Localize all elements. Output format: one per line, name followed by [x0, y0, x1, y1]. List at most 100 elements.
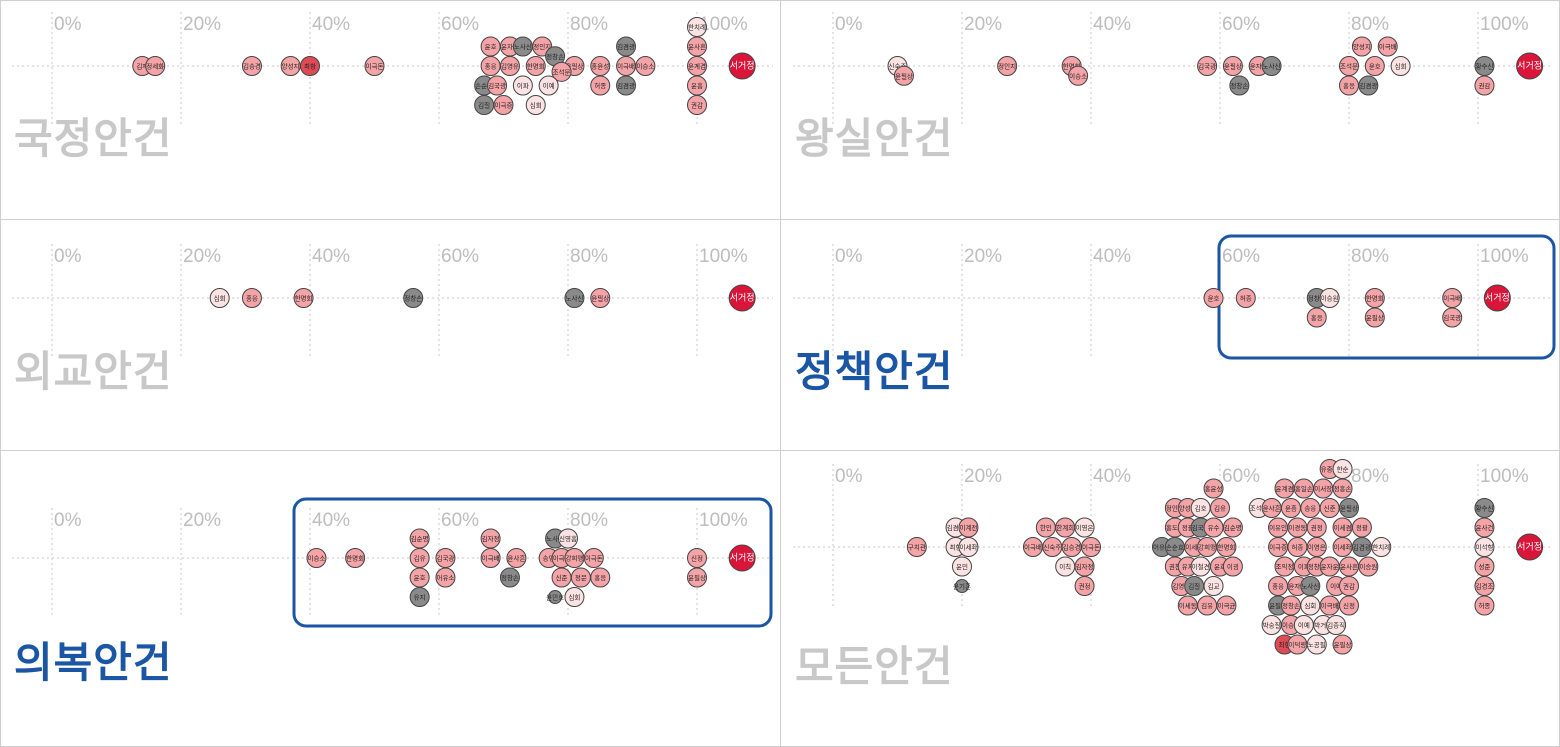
data-point[interactable]: 허종: [590, 75, 611, 96]
data-point[interactable]: 유수: [1203, 517, 1224, 538]
data-point[interactable]: 황수신: [1474, 56, 1495, 76]
data-point[interactable]: 홍응: [480, 56, 501, 76]
data-point[interactable]: 권감: [1474, 75, 1495, 96]
data-point[interactable]: 이덕량: [1287, 634, 1308, 655]
data-point[interactable]: 이극돈: [583, 548, 604, 568]
data-point[interactable]: 서거정: [728, 52, 756, 80]
data-point[interactable]: 이극증: [1268, 537, 1289, 557]
data-point[interactable]: 윤계겸: [1274, 478, 1295, 499]
data-point[interactable]: 김승경: [1061, 537, 1082, 557]
data-point[interactable]: 구치관: [906, 537, 927, 557]
data-point[interactable]: 이극배: [1319, 595, 1340, 616]
data-point[interactable]: 권정: [1074, 576, 1095, 596]
data-point[interactable]: 홍응: [241, 288, 262, 308]
data-point[interactable]: 김유: [1197, 595, 1218, 616]
data-point[interactable]: 이유인: [1268, 517, 1289, 538]
data-point[interactable]: 홍응: [1339, 75, 1359, 96]
data-point[interactable]: 김국광: [1197, 56, 1218, 76]
data-point[interactable]: 윤사흔: [506, 548, 527, 568]
data-point[interactable]: 윤민호: [546, 590, 564, 604]
data-point[interactable]: 정괄: [1351, 517, 1372, 538]
data-point[interactable]: 신영흠: [558, 528, 578, 549]
data-point[interactable]: 권정: [1306, 517, 1327, 538]
data-point[interactable]: 이승소: [1068, 65, 1089, 86]
data-point[interactable]: 한명회: [293, 288, 314, 308]
data-point[interactable]: 서거정: [1483, 284, 1511, 312]
data-point[interactable]: 김국광: [487, 75, 508, 96]
data-point[interactable]: 이서장: [1313, 478, 1334, 499]
data-point[interactable]: 서거정: [728, 544, 756, 572]
data-point[interactable]: 이극배: [1022, 537, 1043, 557]
data-point[interactable]: 이칙: [1055, 556, 1076, 577]
data-point[interactable]: 이승소: [306, 548, 327, 568]
data-point[interactable]: 정창손: [499, 567, 520, 588]
data-point[interactable]: 노사신: [1261, 56, 1282, 76]
data-point[interactable]: 김자정: [480, 528, 501, 549]
data-point[interactable]: 윤호: [1364, 56, 1385, 76]
data-point[interactable]: 허종: [1287, 537, 1308, 557]
data-point[interactable]: 윤흠: [1280, 498, 1301, 518]
data-point[interactable]: 정창손: [1229, 75, 1250, 96]
data-point[interactable]: 최항: [300, 56, 320, 76]
data-point[interactable]: 서거정: [728, 284, 756, 312]
data-point[interactable]: 이철견: [1190, 556, 1211, 577]
data-point[interactable]: 신정: [687, 548, 707, 568]
data-point[interactable]: 김송경: [241, 56, 262, 76]
data-point[interactable]: 윤필상: [1364, 307, 1385, 328]
data-point[interactable]: 윤필상: [893, 65, 914, 86]
data-point[interactable]: 윤호: [1203, 288, 1224, 308]
data-point[interactable]: 김자정: [1074, 556, 1095, 577]
data-point[interactable]: 이세좌: [958, 537, 979, 557]
data-point[interactable]: 노사신: [512, 36, 533, 57]
data-point[interactable]: 정인지: [997, 56, 1018, 76]
data-point[interactable]: 강희맹: [564, 548, 585, 568]
data-point[interactable]: 이영은: [1306, 537, 1327, 557]
data-point[interactable]: 서거정: [1516, 52, 1544, 80]
data-point[interactable]: 정세화: [145, 56, 166, 76]
data-point[interactable]: 윤흠: [687, 75, 707, 96]
data-point[interactable]: 김교: [1203, 576, 1224, 596]
data-point[interactable]: 홍윤성: [590, 56, 611, 76]
data-point[interactable]: 유지: [409, 587, 430, 607]
data-point[interactable]: 한명회: [1216, 537, 1237, 557]
data-point[interactable]: 한치례: [687, 17, 707, 37]
data-point[interactable]: 이극균: [1216, 595, 1237, 616]
data-point[interactable]: 윤사흔: [1261, 498, 1282, 518]
data-point[interactable]: 김질: [1184, 576, 1205, 596]
data-point[interactable]: 조익정: [1274, 556, 1295, 577]
data-point[interactable]: 이승소: [635, 56, 656, 76]
data-point[interactable]: 심회: [564, 587, 585, 607]
data-point[interactable]: 심회: [1390, 56, 1411, 76]
data-point[interactable]: 한인: [1035, 517, 1056, 538]
data-point[interactable]: 송응: [1300, 498, 1321, 518]
data-point[interactable]: 신숙주: [1042, 537, 1063, 557]
data-point[interactable]: 황수신: [1474, 498, 1495, 518]
data-point[interactable]: 이극증: [493, 95, 514, 115]
data-point[interactable]: 이영은: [1074, 517, 1095, 538]
data-point[interactable]: 이굉: [1222, 556, 1243, 577]
data-point[interactable]: 심회: [209, 288, 230, 308]
data-point[interactable]: 성준: [1474, 556, 1495, 577]
data-point[interactable]: 김질: [474, 95, 495, 115]
data-point[interactable]: 윤사흔: [687, 36, 707, 57]
data-point[interactable]: 신준: [1319, 498, 1340, 518]
data-point[interactable]: 윤필상: [1222, 56, 1243, 76]
data-point[interactable]: 윤필상: [687, 567, 707, 588]
data-point[interactable]: 이세동: [1177, 595, 1198, 616]
data-point[interactable]: 심회: [1300, 595, 1321, 616]
data-point[interactable]: 한명회: [345, 548, 366, 568]
data-point[interactable]: 이극돈: [1081, 537, 1101, 557]
data-point[interactable]: 이경동: [1287, 517, 1308, 538]
data-point[interactable]: 양성지: [1351, 36, 1372, 57]
data-point[interactable]: 김영유: [499, 56, 520, 76]
data-point[interactable]: 정창손: [403, 288, 424, 308]
data-point[interactable]: 윤계겸: [687, 56, 707, 76]
data-point[interactable]: 어유소: [435, 567, 456, 588]
data-point[interactable]: 이극돈: [364, 56, 385, 76]
data-point[interactable]: 윤필상: [1332, 634, 1353, 655]
data-point[interactable]: 홍일손: [1293, 478, 1314, 499]
data-point[interactable]: 양성지: [280, 56, 301, 76]
data-point[interactable]: 한치례: [1371, 537, 1392, 557]
data-point[interactable]: 노공필: [1306, 634, 1327, 655]
data-point[interactable]: 강희맹: [1197, 537, 1218, 557]
